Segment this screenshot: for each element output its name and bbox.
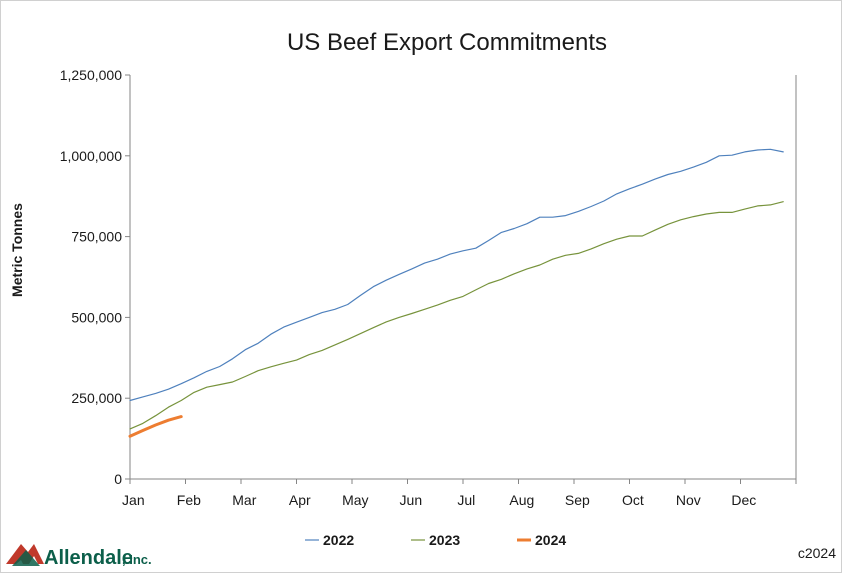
y-tick-label: 1,000,000 xyxy=(60,148,122,164)
copyright-text: c2024 xyxy=(798,545,836,561)
y-tick-label: 750,000 xyxy=(71,229,122,245)
y-tick-label: 0 xyxy=(114,471,122,487)
legend-label-2024: 2024 xyxy=(535,532,566,548)
chart-title: US Beef Export Commitments xyxy=(287,29,607,56)
x-tick-label: Feb xyxy=(177,492,201,508)
x-tick-label: Sep xyxy=(565,492,590,508)
y-tick-label: 1,250,000 xyxy=(60,67,122,83)
logo-swoosh-icon xyxy=(12,550,40,566)
y-tick-label: 250,000 xyxy=(71,390,122,406)
x-tick-label: Aug xyxy=(509,492,534,508)
x-tick-label: May xyxy=(342,492,368,508)
logo-text: Allendale xyxy=(44,547,133,569)
series-line-2022 xyxy=(129,148,784,402)
x-tick-label: Mar xyxy=(232,492,256,508)
x-tick-label: Dec xyxy=(731,492,756,508)
x-tick-label: Apr xyxy=(289,492,311,508)
x-tick-label: Jul xyxy=(457,492,475,508)
x-ticks: Jan Feb Mar Apr May Jun Jul Aug Sep Oct Nov Dec xyxy=(122,479,797,508)
y-ticks: 0 250,000 500,000 750,000 1,000,000 1,250,000 xyxy=(60,67,130,487)
series-line-2023 xyxy=(129,201,784,430)
legend: 2022 2023 2024 xyxy=(305,532,566,548)
x-tick-label: Nov xyxy=(676,492,701,508)
legend-label-2022: 2022 xyxy=(323,532,354,548)
x-tick-label: Jun xyxy=(400,492,423,508)
y-axis-label: Metric Tonnes xyxy=(9,203,25,297)
y-tick-label: 500,000 xyxy=(71,309,122,325)
axes xyxy=(129,75,797,480)
x-tick-label: Jan xyxy=(122,492,145,508)
allendale-logo: Allendale , Inc. xyxy=(6,544,152,569)
logo-suffix: , Inc. xyxy=(122,552,152,567)
plot-area xyxy=(128,148,784,438)
legend-label-2023: 2023 xyxy=(429,532,460,548)
series-line-2024 xyxy=(128,415,183,438)
x-tick-label: Oct xyxy=(622,492,644,508)
